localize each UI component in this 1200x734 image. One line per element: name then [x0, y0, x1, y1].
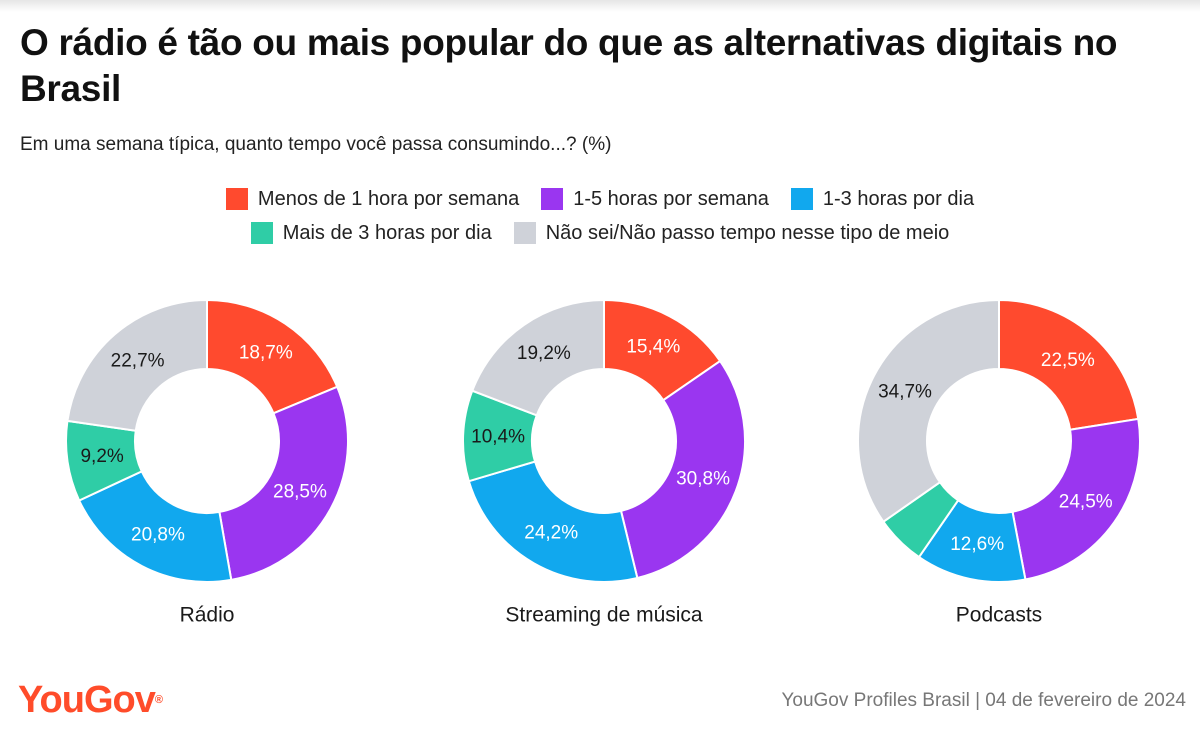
slice-data-label: 22,7%: [111, 350, 165, 371]
legend-row-1: Menos de 1 hora por semana 1-5 horas por…: [0, 182, 1200, 216]
slice-data-label: 10,4%: [471, 427, 525, 448]
charts-area: 18,7% 28,5% 20,8% 9,2% 22,7% Rádio 15,4% 30,8% 2…: [0, 288, 1200, 638]
donut-podcasts: 22,5% 24,5% 12,6% 34,7% Podcasts: [857, 298, 1141, 627]
registered-mark: ®: [154, 694, 163, 706]
donut-r-dio: 18,7% 28,5% 20,8% 9,2% 22,7% Rádio: [65, 298, 349, 627]
legend-label: Mais de 3 horas por dia: [282, 221, 492, 244]
donut-slice: [467, 460, 639, 583]
legend-swatch: [250, 222, 273, 244]
donut-category-label: Rádio: [180, 604, 235, 627]
donut-category-label: Streaming de música: [505, 604, 703, 627]
legend-item-less-1h-week: Menos de 1 hora por semana: [225, 187, 520, 211]
legend: Menos de 1 hora por semana 1-5 horas por…: [0, 182, 1200, 250]
donut-slice: [66, 298, 208, 432]
slice-data-label: 18,7%: [239, 342, 293, 363]
donut-slice: [1011, 417, 1141, 581]
legend-swatch: [513, 222, 536, 244]
legend-label: 1-5 horas por semana: [573, 187, 769, 210]
legend-item-dont-know: Não sei/Não passo tempo nesse tipo de me…: [513, 221, 950, 245]
donut-charts: 18,7% 28,5% 20,8% 9,2% 22,7% Rádio 15,4% 30,8% 2…: [65, 298, 1141, 627]
slice-data-label: 34,7%: [878, 381, 932, 402]
slice-data-label: 24,5%: [1059, 491, 1113, 512]
donut-slice: [206, 298, 339, 415]
legend-swatch: [790, 188, 813, 210]
donut-slice: [218, 385, 349, 582]
legend-item-1-3h-day: 1-3 horas por dia: [790, 187, 975, 211]
slice-data-label: 15,4%: [626, 337, 680, 358]
slice-data-label: 12,6%: [950, 534, 1004, 555]
top-shade: [0, 0, 1200, 12]
logo-text: YouGov: [18, 679, 156, 721]
chart-subtitle: Em uma semana típica, quanto tempo você …: [20, 134, 612, 155]
legend-label: 1-3 horas por dia: [822, 187, 975, 210]
donut-slice: [998, 298, 1140, 431]
legend-label: Não sei/Não passo tempo nesse tipo de me…: [545, 221, 950, 244]
slice-data-label: 20,8%: [131, 524, 185, 545]
slice-data-label: 19,2%: [517, 343, 571, 364]
donut-streaming-de-m-sica: 15,4% 30,8% 24,2% 10,4% 19,2% Streaming de mú…: [462, 298, 746, 627]
slice-data-label: 28,5%: [273, 481, 327, 502]
chart-title: O rádio é tão ou mais popular do que as …: [20, 22, 1118, 109]
slice-data-label: 22,5%: [1041, 350, 1095, 371]
donut-slice: [470, 298, 605, 417]
slice-data-label: 30,8%: [676, 468, 730, 489]
legend-row-2: Mais de 3 horas por dia Não sei/Não pass…: [0, 216, 1200, 250]
legend-label: Menos de 1 hora por semana: [257, 187, 520, 210]
yougov-logo: YouGov®: [18, 680, 163, 720]
legend-item-more-3h-day: Mais de 3 horas por dia: [250, 221, 492, 245]
slice-data-label: 9,2%: [80, 446, 123, 467]
legend-swatch: [225, 188, 248, 210]
donut-slice: [77, 470, 233, 583]
donut-category-label: Podcasts: [956, 604, 1042, 627]
donut-slice: [857, 298, 1000, 524]
slice-data-label: 24,2%: [524, 522, 578, 543]
source-note: YouGov Profiles Brasil | 04 de fevereiro…: [781, 690, 1186, 711]
donut-slice: [619, 359, 746, 580]
legend-item-1-5h-week: 1-5 horas por semana: [541, 188, 769, 211]
legend-swatch: [541, 188, 564, 210]
